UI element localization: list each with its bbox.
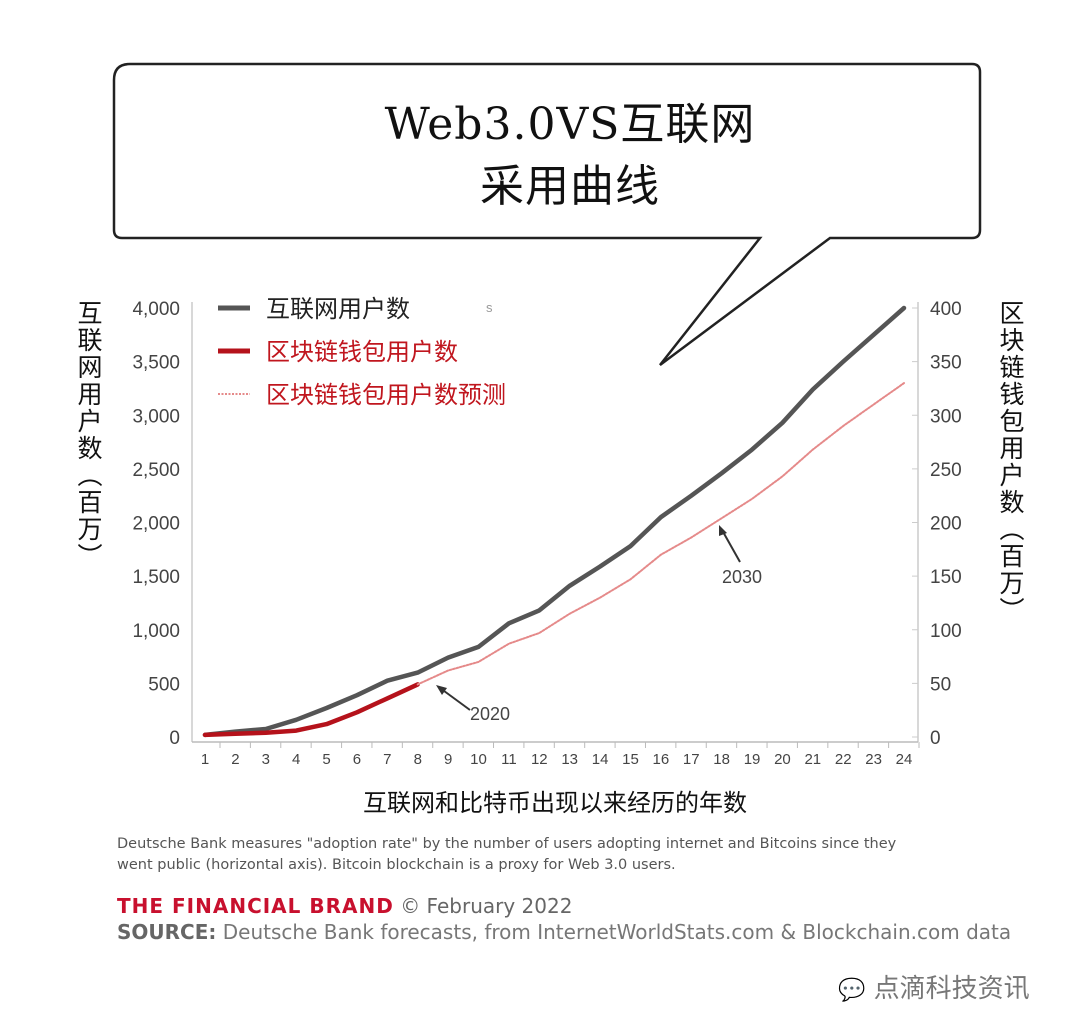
watermark-text: 点滴科技资讯 (873, 974, 1030, 1004)
y-left-tick-label: 1,000 (132, 621, 180, 642)
x-tick-label: 22 (835, 751, 852, 768)
arrowhead-icon (436, 685, 447, 695)
brand-line: THE FINANCIAL BRAND © February 2022 (117, 894, 572, 918)
y-right-tick-label: 400 (930, 299, 962, 320)
source-label: SOURCE: (117, 920, 217, 944)
x-tick-label: 6 (353, 751, 361, 768)
legend-label-2: 区块链钱包用户数 (266, 339, 458, 366)
x-tick-label: 4 (292, 751, 300, 768)
annotation-2020: 2020 (470, 704, 510, 724)
title-line-1: Web3.0VS互联网 (384, 99, 756, 150)
series-line-1 (202, 305, 907, 738)
y-left-tick-label: 500 (148, 674, 180, 695)
x-tick-label: 20 (774, 751, 791, 768)
title-line-2: 采用曲线 (480, 161, 660, 212)
x-tick-label: 17 (683, 751, 700, 768)
brand-date: © February 2022 (400, 894, 573, 918)
y-right-tick-label: 150 (930, 567, 962, 588)
arrowhead-icon (719, 525, 727, 536)
x-tick-label: 8 (414, 751, 422, 768)
x-tick-label: 11 (501, 751, 517, 768)
x-tick-label: 9 (444, 751, 452, 768)
x-tick-label: 18 (713, 751, 730, 768)
y-left-tick-label: 1,500 (132, 567, 180, 588)
x-tick-label: 14 (592, 751, 609, 768)
chart-note: Deutsche Bank measures "adoption rate" b… (117, 836, 897, 873)
y-right-tick-label: 300 (930, 406, 962, 427)
legend-label-1: 互联网用户数 (266, 296, 410, 323)
x-tick-label: 5 (322, 751, 330, 768)
y-axis-right-label: 区块链钱包用户数（百万） (996, 300, 1025, 624)
x-tick-label: 19 (744, 751, 761, 768)
y-left-tick-label: 3,000 (132, 406, 180, 427)
x-tick-label: 10 (470, 751, 487, 768)
x-tick-label: 2 (231, 751, 239, 768)
legend-label-3: 区块链钱包用户数预测 (266, 382, 506, 409)
y-left-tick-label: 0 (169, 728, 180, 749)
annotation-2030: 2030 (722, 567, 762, 587)
y-left-tick-label: 4,000 (132, 299, 180, 320)
y-right-tick-label: 0 (930, 728, 941, 749)
y-right-tick-label: 350 (930, 353, 962, 374)
x-tick-label: 21 (804, 751, 821, 768)
watermark: 💬 点滴科技资讯 (838, 968, 1030, 1005)
x-tick-label: 16 (653, 751, 670, 768)
x-axis-label: 互联网和比特币出现以来经历的年数 (363, 789, 747, 817)
y-left-tick-label: 3,500 (132, 353, 180, 374)
source-line: SOURCE: Deutsche Bank forecasts, from In… (117, 920, 1011, 944)
x-tick-label: 1 (201, 751, 209, 768)
brand-name: THE FINANCIAL BRAND (117, 894, 394, 918)
y-right-tick-label: 50 (930, 674, 951, 695)
y-right-tick-label: 200 (930, 514, 962, 535)
x-tick-label: 12 (531, 751, 548, 768)
source-text: Deutsche Bank forecasts, from InternetWo… (222, 920, 1012, 944)
y-left-tick-label: 2,000 (132, 514, 180, 535)
wechat-icon: 💬 (838, 978, 866, 1003)
x-tick-label: 3 (262, 751, 270, 768)
x-tick-label: 13 (561, 751, 578, 768)
series-line-2 (202, 682, 420, 738)
y-right-tick-label: 250 (930, 460, 962, 481)
x-tick-label: 7 (383, 751, 391, 768)
stray-mark: s (486, 300, 493, 315)
annotation-arrow-2030 (721, 529, 741, 563)
x-tick-label: 15 (622, 751, 639, 768)
y-axis-left-label: 互联网用户数（百万） (74, 300, 103, 570)
x-tick-label: 24 (896, 751, 913, 768)
y-right-tick-label: 100 (930, 621, 962, 642)
annotation-arrow-2020 (439, 687, 471, 711)
x-tick-label: 23 (865, 751, 882, 768)
y-left-tick-label: 2,500 (132, 460, 180, 481)
